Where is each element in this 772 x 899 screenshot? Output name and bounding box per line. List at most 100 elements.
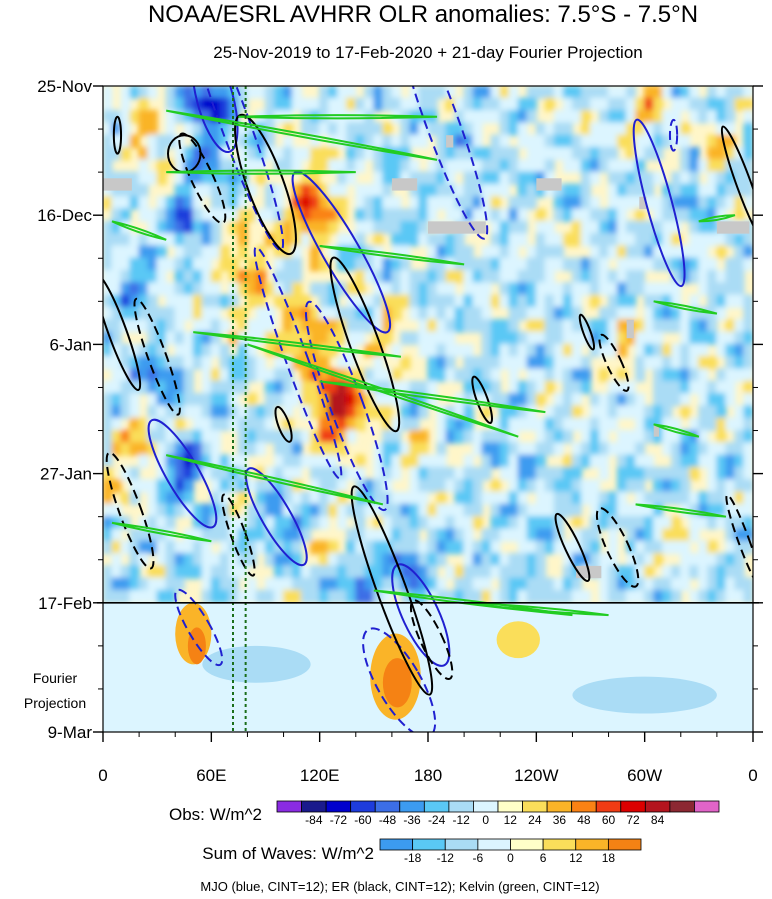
- obs-cell: [237, 356, 249, 370]
- obs-cell: [328, 306, 339, 321]
- obs-cell: [544, 405, 555, 419]
- obs-cell: [310, 589, 321, 604]
- obs-cell: [436, 233, 447, 247]
- obs-cell: [517, 565, 528, 579]
- obs-cell: [310, 220, 321, 235]
- obs-cell: [490, 257, 501, 272]
- obs-cell: [346, 565, 357, 579]
- obs-cell: [508, 393, 519, 407]
- obs-cell: [382, 565, 393, 579]
- obs-cell: [400, 356, 411, 370]
- obs-cell: [644, 294, 655, 309]
- obs-cell: [427, 552, 438, 567]
- obs-cell: [246, 294, 258, 309]
- obs-cell: [571, 417, 583, 432]
- obs-cell: [508, 97, 519, 112]
- obs-cell: [346, 503, 357, 518]
- obs-cell: [598, 319, 610, 333]
- obs-cell: [183, 220, 194, 235]
- obs-cell: [571, 233, 583, 247]
- obs-cell: [743, 257, 753, 272]
- obs-cell: [156, 233, 167, 247]
- obs-cell: [418, 380, 429, 395]
- obs-cell: [219, 196, 230, 210]
- obs-cell: [689, 306, 700, 321]
- obs-colorbar-swatch: [473, 800, 499, 813]
- obs-cell: [165, 516, 176, 530]
- obs-cell: [129, 257, 140, 272]
- obs-cell: [445, 233, 456, 247]
- obs-cell: [662, 208, 673, 222]
- obs-cell: [237, 540, 249, 555]
- obs-cell: [138, 245, 149, 259]
- obs-cell: [103, 196, 113, 210]
- obs-cell: [526, 257, 537, 272]
- obs-cell: [589, 331, 601, 345]
- obs-cell: [103, 356, 113, 370]
- obs-cell: [725, 589, 736, 604]
- obs-cell: [671, 220, 682, 235]
- obs-cell: [436, 122, 447, 136]
- obs-cell: [346, 393, 357, 407]
- obs-cell: [138, 196, 149, 210]
- obs-cell: [553, 479, 565, 493]
- obs-cell: [310, 577, 321, 592]
- obs-cell: [517, 110, 528, 124]
- obs-colorbar-tick: -72: [330, 813, 348, 827]
- obs-cell: [653, 368, 664, 382]
- obs-cell: [201, 159, 212, 173]
- obs-cell: [255, 319, 267, 333]
- obs-cell: [517, 208, 528, 222]
- obs-cell: [355, 466, 366, 481]
- obs-cell: [373, 146, 384, 161]
- er-contour: [595, 507, 640, 588]
- obs-cell: [174, 552, 185, 567]
- obs-cell: [264, 516, 276, 530]
- obs-cell: [553, 233, 565, 247]
- obs-cell: [626, 196, 637, 210]
- obs-cell: [734, 159, 745, 173]
- obs-cell: [228, 479, 240, 493]
- obs-cell: [662, 442, 673, 456]
- obs-cell: [219, 528, 230, 542]
- obs-cell: [562, 159, 574, 173]
- obs-cell: [644, 491, 655, 505]
- obs-cell: [129, 491, 140, 505]
- obs-cell: [445, 97, 456, 112]
- obs-cell: [499, 577, 510, 592]
- obs-cell: [553, 540, 565, 555]
- obs-cell: [689, 183, 700, 198]
- obs-cell: [644, 356, 655, 370]
- obs-cell: [165, 122, 176, 136]
- obs-cell: [282, 589, 294, 604]
- obs-cell: [698, 565, 709, 579]
- obs-cell: [454, 479, 465, 493]
- obs-cell: [734, 516, 745, 530]
- obs-cell: [210, 233, 221, 247]
- obs-cell: [544, 146, 555, 161]
- obs-cell: [526, 442, 537, 456]
- obs-colorbar-swatch: [644, 800, 671, 813]
- obs-cell: [508, 356, 519, 370]
- obs-cell: [255, 417, 267, 432]
- obs-cell: [598, 146, 610, 161]
- obs-cell: [201, 368, 212, 382]
- obs-cell: [725, 134, 736, 149]
- obs-cell: [580, 454, 592, 469]
- obs-cell: [653, 233, 664, 247]
- obs-cell: [418, 393, 429, 407]
- obs-cell: [165, 86, 176, 99]
- obs-cell: [201, 577, 212, 592]
- obs-cell: [508, 528, 519, 542]
- obs-cell: [671, 233, 682, 247]
- obs-cell: [472, 146, 483, 161]
- obs-cell: [698, 159, 709, 173]
- obs-cell: [508, 171, 519, 186]
- obs-cell: [264, 319, 276, 333]
- obs-cell: [445, 343, 456, 358]
- obs-cell: [716, 86, 727, 99]
- obs-cell: [319, 503, 330, 518]
- obs-cell: [589, 516, 601, 530]
- obs-cell: [282, 319, 294, 333]
